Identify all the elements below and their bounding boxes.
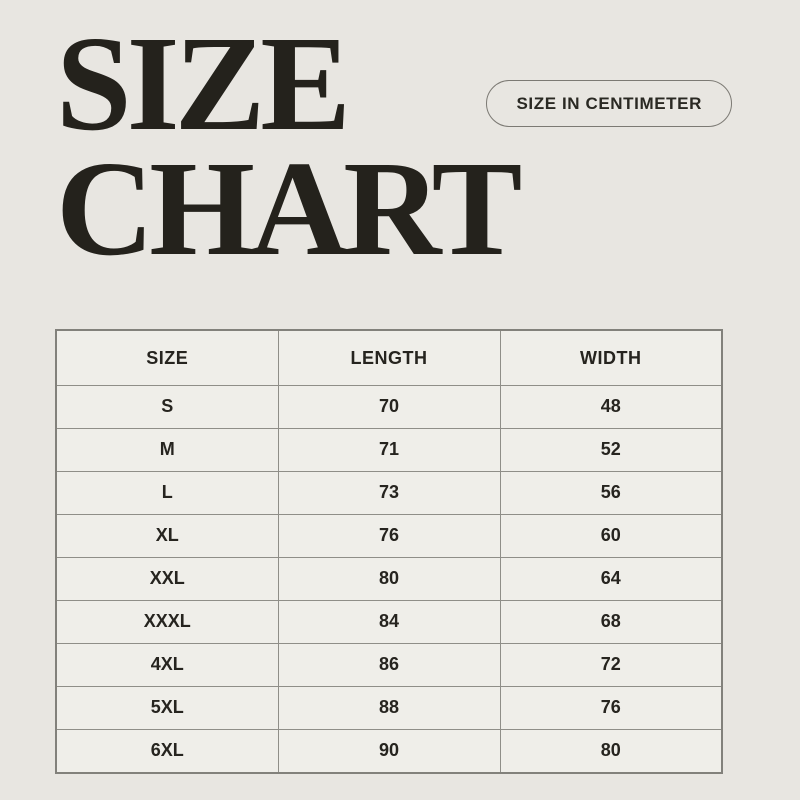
length-cell: 88 bbox=[277, 685, 501, 730]
width-cell: 76 bbox=[499, 685, 723, 730]
table-row: 4XL 86 72 bbox=[55, 642, 723, 687]
length-cell: 86 bbox=[277, 642, 501, 687]
length-cell: 84 bbox=[277, 599, 501, 644]
size-cell: L bbox=[55, 470, 279, 515]
title-line-2: CHART bbox=[56, 134, 522, 285]
width-cell: 80 bbox=[499, 728, 723, 774]
col-header-length: LENGTH bbox=[277, 329, 501, 386]
table-row: S 70 48 bbox=[55, 385, 723, 429]
width-cell: 68 bbox=[499, 599, 723, 644]
width-cell: 48 bbox=[499, 385, 723, 429]
table-row: XXXL 84 68 bbox=[55, 599, 723, 644]
table-row: XL 76 60 bbox=[55, 513, 723, 558]
table-row: L 73 56 bbox=[55, 470, 723, 515]
col-header-size: SIZE bbox=[55, 329, 279, 386]
size-cell: M bbox=[55, 427, 279, 472]
width-cell: 64 bbox=[499, 556, 723, 601]
length-cell: 76 bbox=[277, 513, 501, 558]
table-row: M 71 52 bbox=[55, 427, 723, 472]
length-cell: 71 bbox=[277, 427, 501, 472]
length-cell: 73 bbox=[277, 470, 501, 515]
length-cell: 70 bbox=[277, 385, 501, 429]
size-cell: 5XL bbox=[55, 685, 279, 730]
size-table: SIZE LENGTH WIDTH S 70 48 M 71 52 L 73 5… bbox=[55, 329, 723, 774]
title-line-1: SIZE bbox=[56, 9, 351, 159]
width-cell: 72 bbox=[499, 642, 723, 687]
size-cell: 6XL bbox=[55, 728, 279, 774]
length-cell: 90 bbox=[277, 728, 501, 774]
table-row: 5XL 88 76 bbox=[55, 685, 723, 730]
size-cell: XXXL bbox=[55, 599, 279, 644]
unit-badge: SIZE IN CENTIMETER bbox=[486, 80, 732, 127]
unit-badge-label: SIZE IN CENTIMETER bbox=[516, 93, 702, 113]
width-cell: 52 bbox=[499, 427, 723, 472]
table-row: XXL 80 64 bbox=[55, 556, 723, 601]
page-title: SIZE CHART bbox=[56, 9, 522, 285]
size-cell: 4XL bbox=[55, 642, 279, 687]
width-cell: 56 bbox=[499, 470, 723, 515]
table-header-row: SIZE LENGTH WIDTH bbox=[55, 329, 723, 386]
length-cell: 80 bbox=[277, 556, 501, 601]
col-header-width: WIDTH bbox=[499, 329, 723, 386]
size-cell: XL bbox=[55, 513, 279, 558]
size-cell: S bbox=[55, 385, 279, 429]
size-cell: XXL bbox=[55, 556, 279, 601]
width-cell: 60 bbox=[499, 513, 723, 558]
table-row: 6XL 90 80 bbox=[55, 728, 723, 774]
